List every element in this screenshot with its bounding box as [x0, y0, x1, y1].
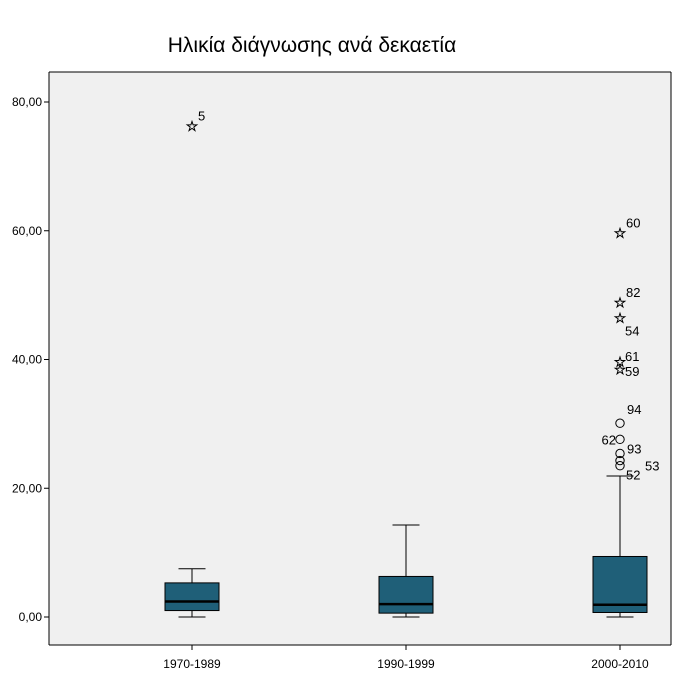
x-tick-label: 2000-2010 — [591, 657, 649, 671]
outlier-circle-marker — [615, 448, 625, 459]
y-tick-label: 20,00 — [12, 481, 42, 495]
outlier-label: 54 — [625, 323, 639, 338]
outlier-circle-marker — [615, 461, 625, 471]
y-tick-label: 60,00 — [12, 224, 42, 238]
outlier-label: 52 — [626, 468, 640, 483]
outlier-label: 93 — [627, 441, 641, 456]
x-tick-label: 1990-1999 — [377, 657, 435, 671]
outlier-star-marker — [613, 226, 627, 239]
outlier-circle-marker — [615, 434, 625, 445]
plot-background — [49, 72, 671, 645]
outlier-star-marker — [185, 119, 199, 132]
box-1970-1989 — [164, 582, 220, 612]
outlier-star-marker — [613, 296, 627, 309]
outlier-label: 53 — [645, 459, 659, 474]
chart-title: Ηλικία διάγνωσης ανά δεκαετία — [167, 34, 457, 57]
box-1990-1999 — [378, 575, 434, 614]
y-tick-label: 80,00 — [12, 95, 42, 109]
box-2000-2010 — [592, 555, 648, 613]
outlier-circle-marker — [615, 455, 625, 466]
y-tick-label: 40,00 — [12, 353, 42, 367]
y-tick-label: 0,00 — [19, 610, 43, 624]
outlier-label: 82 — [626, 285, 640, 300]
outlier-label: 5 — [198, 108, 205, 123]
x-tick-label: 1970-1989 — [163, 657, 221, 671]
outlier-star-marker — [613, 311, 627, 324]
outlier-label: 59 — [625, 364, 639, 379]
outlier-label: 94 — [627, 402, 641, 417]
outlier-star-marker — [613, 363, 627, 376]
outlier-circle-marker — [615, 418, 625, 428]
outlier-label: 60 — [626, 215, 640, 230]
outlier-label: 62 — [602, 432, 616, 447]
outlier-label: 61 — [625, 349, 639, 364]
